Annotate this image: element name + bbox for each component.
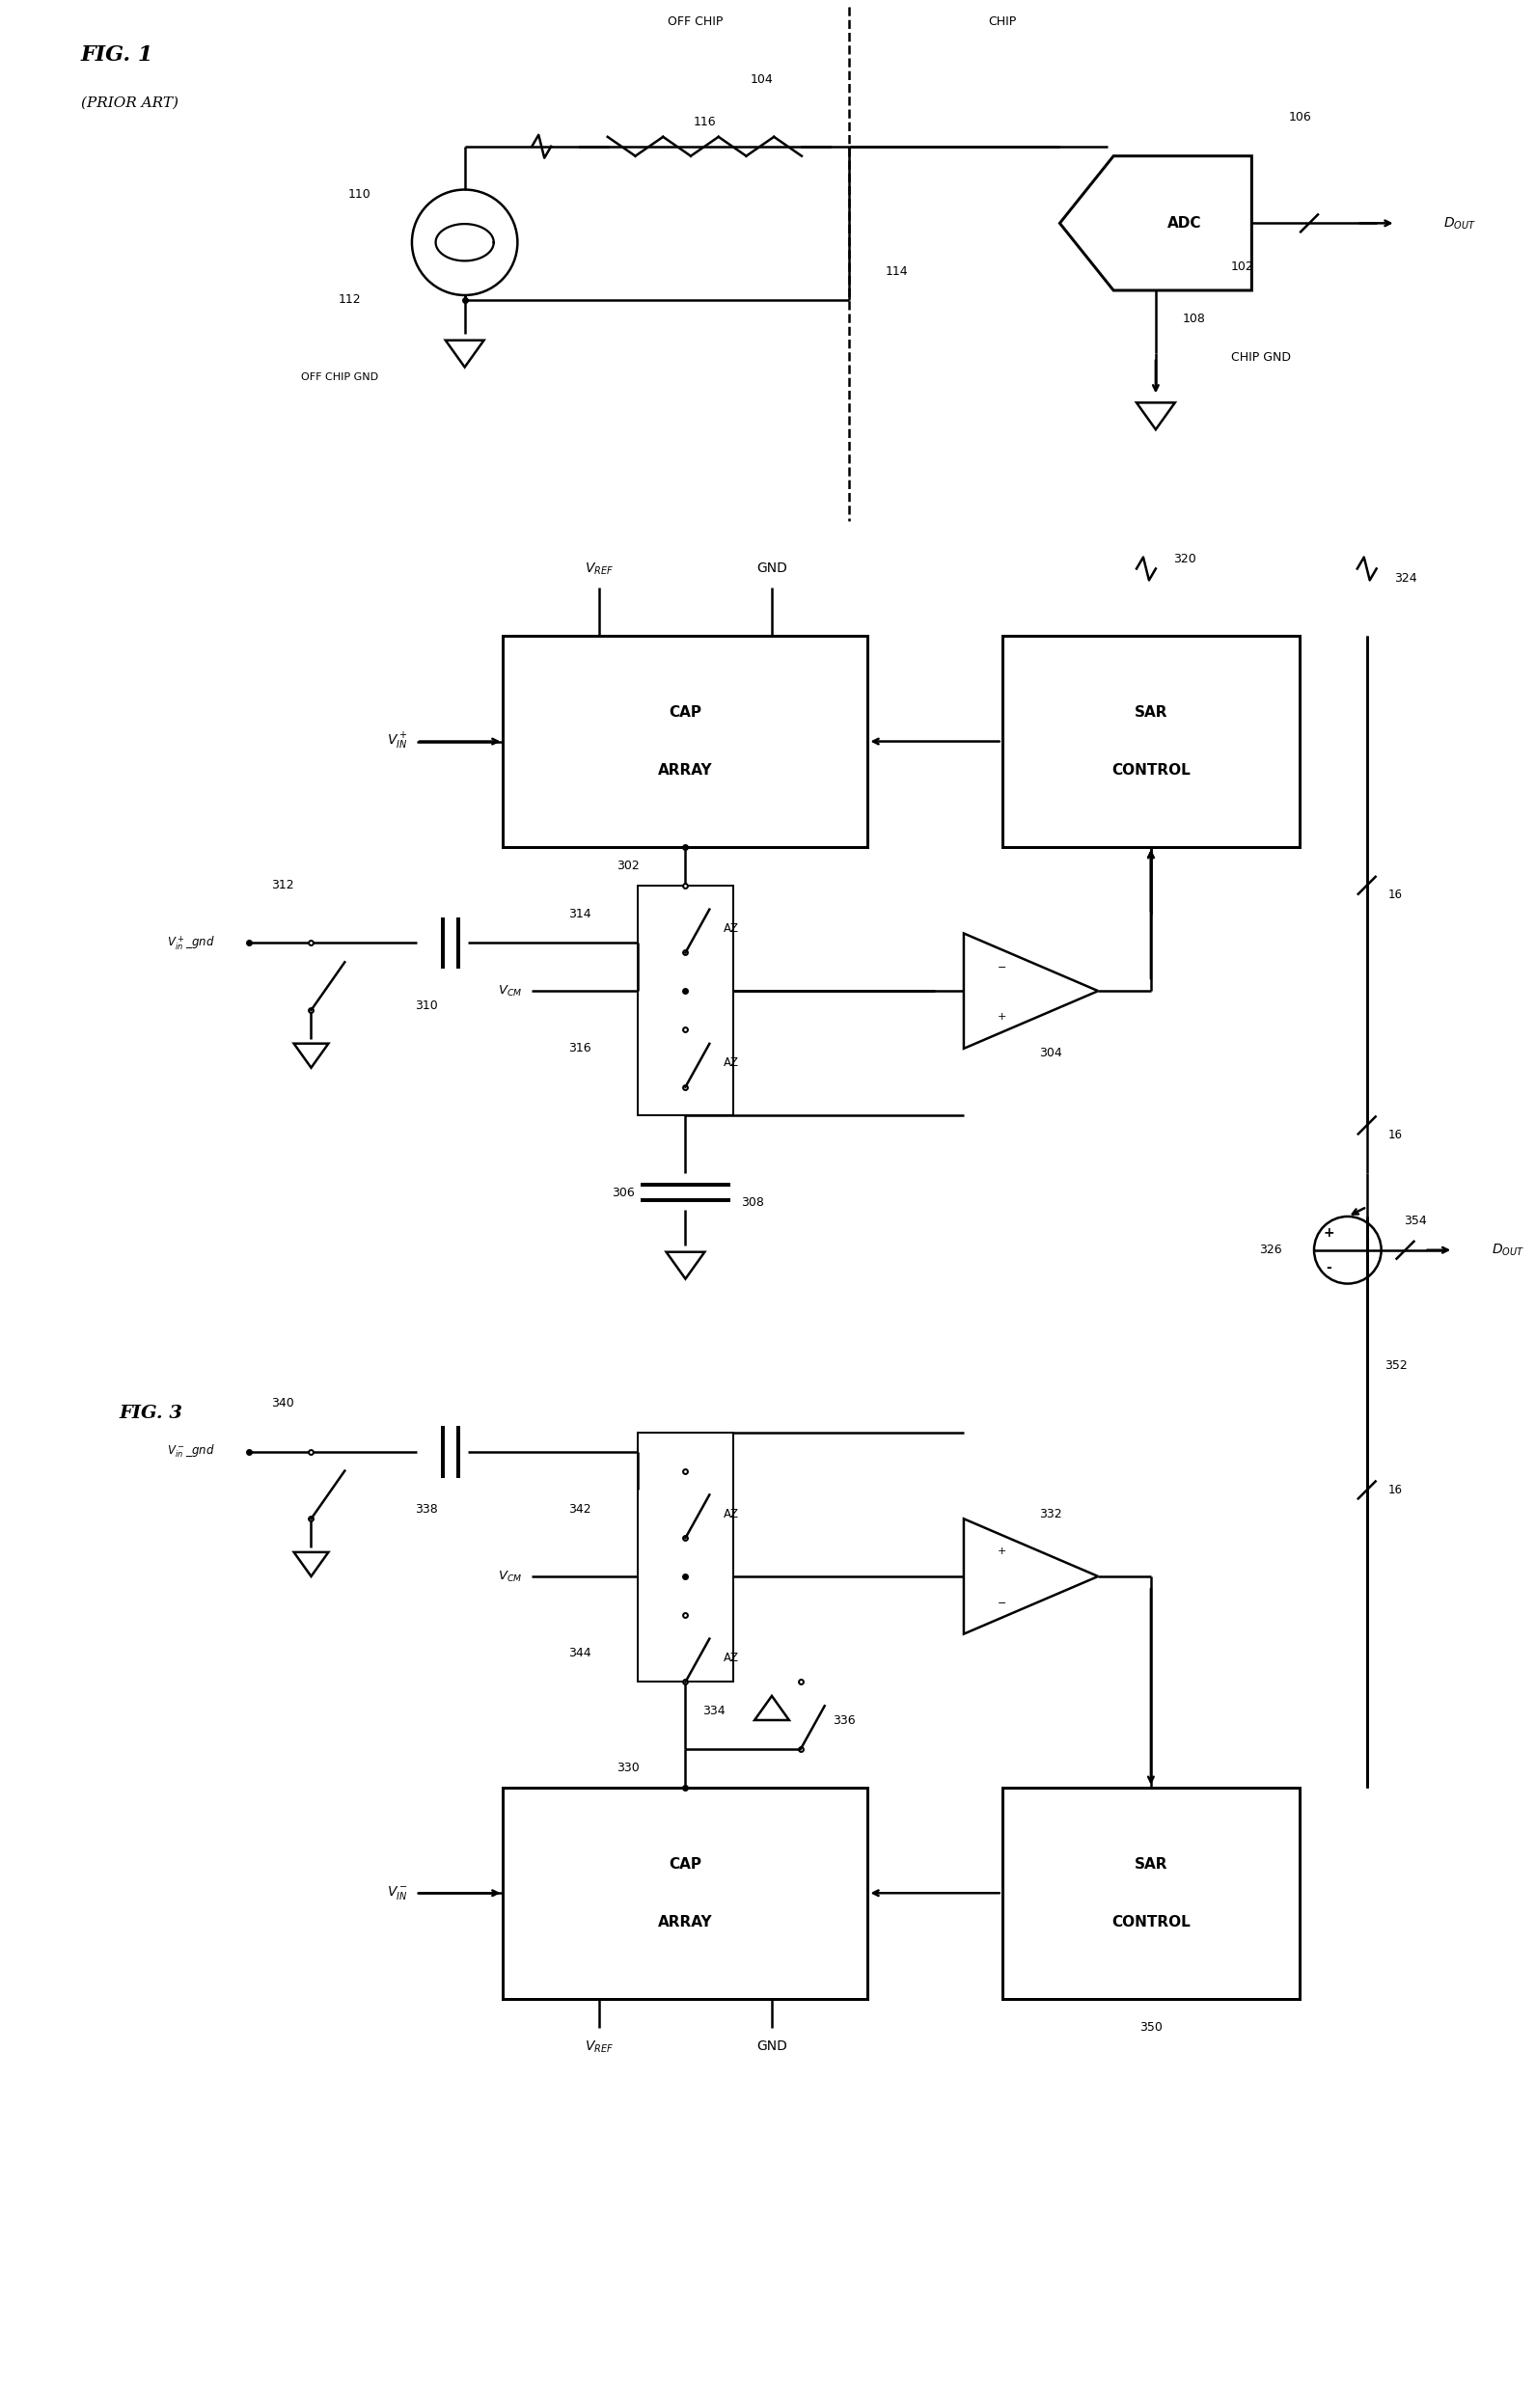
Text: FIG. 3: FIG. 3 bbox=[120, 1404, 183, 1421]
Text: 112: 112 bbox=[338, 294, 361, 306]
Text: 114: 114 bbox=[886, 265, 909, 277]
Text: FIG. 1: FIG. 1 bbox=[81, 46, 154, 65]
Text: $V_{in}^-\_gnd$: $V_{in}^-\_gnd$ bbox=[167, 1442, 215, 1459]
Text: +: + bbox=[1323, 1226, 1334, 1240]
Text: 106: 106 bbox=[1288, 111, 1311, 123]
Text: 16: 16 bbox=[1389, 1129, 1403, 1141]
Text: 336: 336 bbox=[832, 1714, 855, 1727]
Text: $+$: $+$ bbox=[996, 1011, 1007, 1021]
Text: 16: 16 bbox=[1389, 889, 1403, 901]
Text: $V_{REF}$: $V_{REF}$ bbox=[585, 561, 614, 576]
Text: 306: 306 bbox=[611, 1187, 634, 1199]
Text: $V_{CM}$: $V_{CM}$ bbox=[497, 1570, 522, 1584]
Text: AZ: AZ bbox=[725, 1652, 740, 1664]
Text: CHIP: CHIP bbox=[989, 14, 1016, 29]
Text: OFF CHIP: OFF CHIP bbox=[668, 14, 723, 29]
Text: ADC: ADC bbox=[1168, 217, 1202, 231]
Text: 320: 320 bbox=[1173, 554, 1196, 566]
Text: 308: 308 bbox=[741, 1197, 764, 1209]
Text: 332: 332 bbox=[1039, 1507, 1062, 1519]
Text: AZ: AZ bbox=[725, 922, 740, 934]
Text: CONTROL: CONTROL bbox=[1111, 763, 1190, 778]
Text: -: - bbox=[1326, 1259, 1331, 1274]
Text: $V_{in}^+\_gnd$: $V_{in}^+\_gnd$ bbox=[167, 934, 215, 951]
Bar bbox=[637, 1433, 734, 1681]
Text: 304: 304 bbox=[1039, 1047, 1062, 1060]
Text: 344: 344 bbox=[568, 1647, 591, 1659]
Text: 302: 302 bbox=[617, 860, 639, 872]
Text: 312: 312 bbox=[272, 879, 293, 891]
Text: GND: GND bbox=[757, 561, 787, 576]
Text: CAP: CAP bbox=[669, 1857, 701, 1871]
Text: (PRIOR ART): (PRIOR ART) bbox=[81, 96, 178, 111]
Text: GND: GND bbox=[757, 2040, 787, 2054]
Text: 350: 350 bbox=[1139, 2020, 1162, 2035]
Bar bbox=[1002, 636, 1300, 848]
Text: 342: 342 bbox=[568, 1503, 591, 1515]
Text: $V_{IN}^-$: $V_{IN}^-$ bbox=[387, 1885, 407, 1902]
Text: 326: 326 bbox=[1260, 1245, 1282, 1257]
Text: $V_{IN}^+$: $V_{IN}^+$ bbox=[387, 732, 407, 751]
Text: $D_{OUT}$: $D_{OUT}$ bbox=[1443, 214, 1477, 231]
Text: $+$: $+$ bbox=[996, 1546, 1007, 1556]
Text: 102: 102 bbox=[1231, 260, 1254, 272]
Text: 316: 316 bbox=[568, 1043, 591, 1055]
Text: $V_{CM}$: $V_{CM}$ bbox=[497, 982, 522, 999]
Text: CONTROL: CONTROL bbox=[1111, 1914, 1190, 1929]
Text: 330: 330 bbox=[617, 1763, 639, 1775]
Bar bbox=[1002, 1787, 1300, 1999]
Text: 338: 338 bbox=[414, 1503, 437, 1515]
Text: 108: 108 bbox=[1182, 313, 1205, 325]
Text: $-$: $-$ bbox=[996, 1597, 1007, 1606]
Text: $D_{OUT}$: $D_{OUT}$ bbox=[1492, 1243, 1524, 1257]
Text: 354: 354 bbox=[1403, 1216, 1426, 1228]
Text: SAR: SAR bbox=[1134, 706, 1168, 720]
Text: 334: 334 bbox=[703, 1705, 726, 1717]
Bar bbox=[637, 886, 734, 1115]
Text: CAP: CAP bbox=[669, 706, 701, 720]
Text: 340: 340 bbox=[270, 1397, 293, 1411]
Text: SAR: SAR bbox=[1134, 1857, 1168, 1871]
Text: 314: 314 bbox=[568, 908, 591, 920]
Text: ARRAY: ARRAY bbox=[659, 763, 712, 778]
Text: 110: 110 bbox=[347, 188, 370, 200]
Text: $V_{REF}$: $V_{REF}$ bbox=[585, 2040, 614, 2054]
Text: AZ: AZ bbox=[725, 1507, 740, 1519]
Text: 16: 16 bbox=[1389, 1483, 1403, 1495]
Bar bbox=[503, 1787, 867, 1999]
Text: ARRAY: ARRAY bbox=[659, 1914, 712, 1929]
Text: OFF CHIP GND: OFF CHIP GND bbox=[301, 371, 379, 380]
Text: 116: 116 bbox=[694, 116, 715, 128]
Text: CHIP GND: CHIP GND bbox=[1231, 352, 1291, 364]
Text: AZ: AZ bbox=[725, 1057, 740, 1069]
Text: $-$: $-$ bbox=[996, 961, 1007, 970]
Text: 352: 352 bbox=[1385, 1358, 1408, 1373]
Text: 104: 104 bbox=[751, 72, 774, 87]
Text: 324: 324 bbox=[1394, 573, 1417, 585]
Bar bbox=[503, 636, 867, 848]
Text: 310: 310 bbox=[414, 999, 437, 1011]
